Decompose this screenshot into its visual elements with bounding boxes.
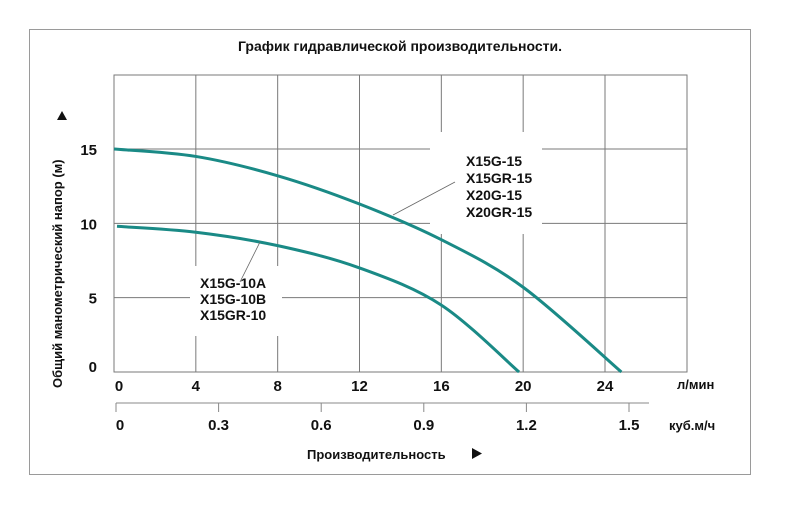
- series-label: X15G-10A: [200, 275, 266, 291]
- chart-title: График гидравлической производительности…: [238, 38, 562, 54]
- y-axis-ticks: 0 5 10 15: [80, 142, 97, 376]
- x-axis-label: Производительность: [307, 447, 446, 462]
- x-tick-label-lpm: 0: [115, 378, 123, 395]
- x-tick-label-m3h: 1.2: [516, 417, 537, 434]
- curves: [113, 147, 623, 374]
- series-label: X15G-15: [466, 153, 522, 169]
- series-label: X20G-15: [466, 187, 522, 203]
- x-tick-label-m3h: 0.6: [311, 417, 332, 434]
- x-tick-label-m3h: 1.5: [619, 417, 640, 434]
- x-axis-secondary: 0 0.3 0.6 0.9 1.2 1.5: [115, 402, 649, 434]
- x-axis-arrow-icon: [472, 448, 482, 459]
- x-tick-label-lpm: 4: [192, 378, 201, 395]
- x-tick-label-lpm: 16: [433, 378, 450, 395]
- label-bg-upper: [430, 132, 542, 234]
- series-label: X15GR-15: [466, 170, 532, 186]
- x-tick-label-lpm: 20: [515, 378, 532, 395]
- series-label: X20GR-15: [466, 204, 532, 220]
- grid: [113, 74, 688, 373]
- y-axis-arrow-icon: [57, 111, 67, 120]
- x-tick-label-lpm: 8: [273, 378, 281, 395]
- x-tick-label-lpm: 24: [597, 378, 614, 395]
- series-labels: X15G-15X15GR-15X20G-15X20GR-15X15G-10AX1…: [200, 153, 532, 323]
- y-tick-label: 0: [89, 359, 97, 376]
- leader-lines: [239, 181, 456, 283]
- y-axis-label: Общий манометрический напор (м): [50, 159, 65, 388]
- leader-line-upper: [392, 181, 456, 216]
- x-tick-label-m3h: 0.9: [413, 417, 434, 434]
- series-label: X15G-10B: [200, 291, 266, 307]
- performance-curve: [116, 224, 521, 374]
- x-tick-label-lpm: 12: [351, 378, 368, 395]
- chart-frame: [29, 29, 751, 475]
- x-unit-lpm: л/мин: [677, 377, 714, 392]
- y-tick-label: 10: [80, 216, 97, 233]
- label-bg-lower: [190, 266, 282, 336]
- x-unit-m3h: куб.м/ч: [669, 418, 715, 433]
- x-axis-ticks-lpm: 0 4 8 12 16 20 24: [115, 378, 614, 395]
- performance-curve: [113, 147, 623, 374]
- y-tick-label: 5: [89, 291, 97, 308]
- x-tick-label-m3h: 0.3: [208, 417, 229, 434]
- x-tick-label-m3h: 0: [116, 417, 124, 434]
- leader-line-lower: [239, 241, 261, 283]
- series-label: X15GR-10: [200, 307, 266, 323]
- y-tick-label: 15: [80, 142, 97, 159]
